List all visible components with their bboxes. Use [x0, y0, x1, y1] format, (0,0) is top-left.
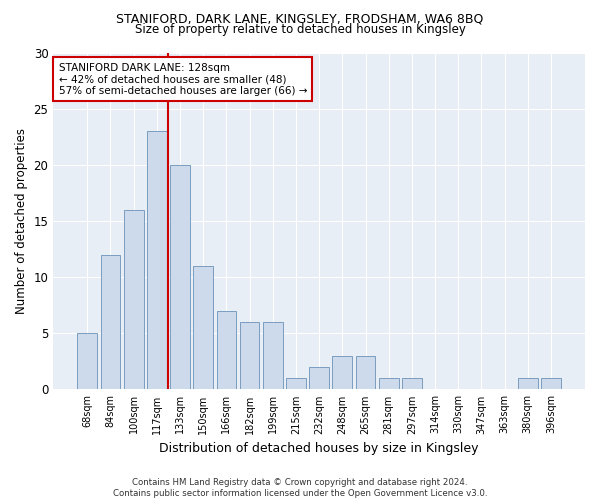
- Bar: [332, 356, 352, 390]
- Bar: [217, 311, 236, 390]
- Bar: [147, 131, 167, 390]
- Text: Contains HM Land Registry data © Crown copyright and database right 2024.
Contai: Contains HM Land Registry data © Crown c…: [113, 478, 487, 498]
- Bar: [263, 322, 283, 390]
- Bar: [402, 378, 422, 390]
- Bar: [170, 165, 190, 390]
- Bar: [379, 378, 398, 390]
- Bar: [541, 378, 561, 390]
- Bar: [124, 210, 143, 390]
- Bar: [309, 367, 329, 390]
- Bar: [77, 334, 97, 390]
- Text: STANIFORD, DARK LANE, KINGSLEY, FRODSHAM, WA6 8BQ: STANIFORD, DARK LANE, KINGSLEY, FRODSHAM…: [116, 12, 484, 26]
- Text: STANIFORD DARK LANE: 128sqm
← 42% of detached houses are smaller (48)
57% of sem: STANIFORD DARK LANE: 128sqm ← 42% of det…: [59, 62, 307, 96]
- Bar: [518, 378, 538, 390]
- Bar: [101, 254, 121, 390]
- Bar: [286, 378, 306, 390]
- Bar: [193, 266, 213, 390]
- Bar: [240, 322, 259, 390]
- Bar: [356, 356, 376, 390]
- Text: Size of property relative to detached houses in Kingsley: Size of property relative to detached ho…: [134, 22, 466, 36]
- X-axis label: Distribution of detached houses by size in Kingsley: Distribution of detached houses by size …: [160, 442, 479, 455]
- Y-axis label: Number of detached properties: Number of detached properties: [15, 128, 28, 314]
